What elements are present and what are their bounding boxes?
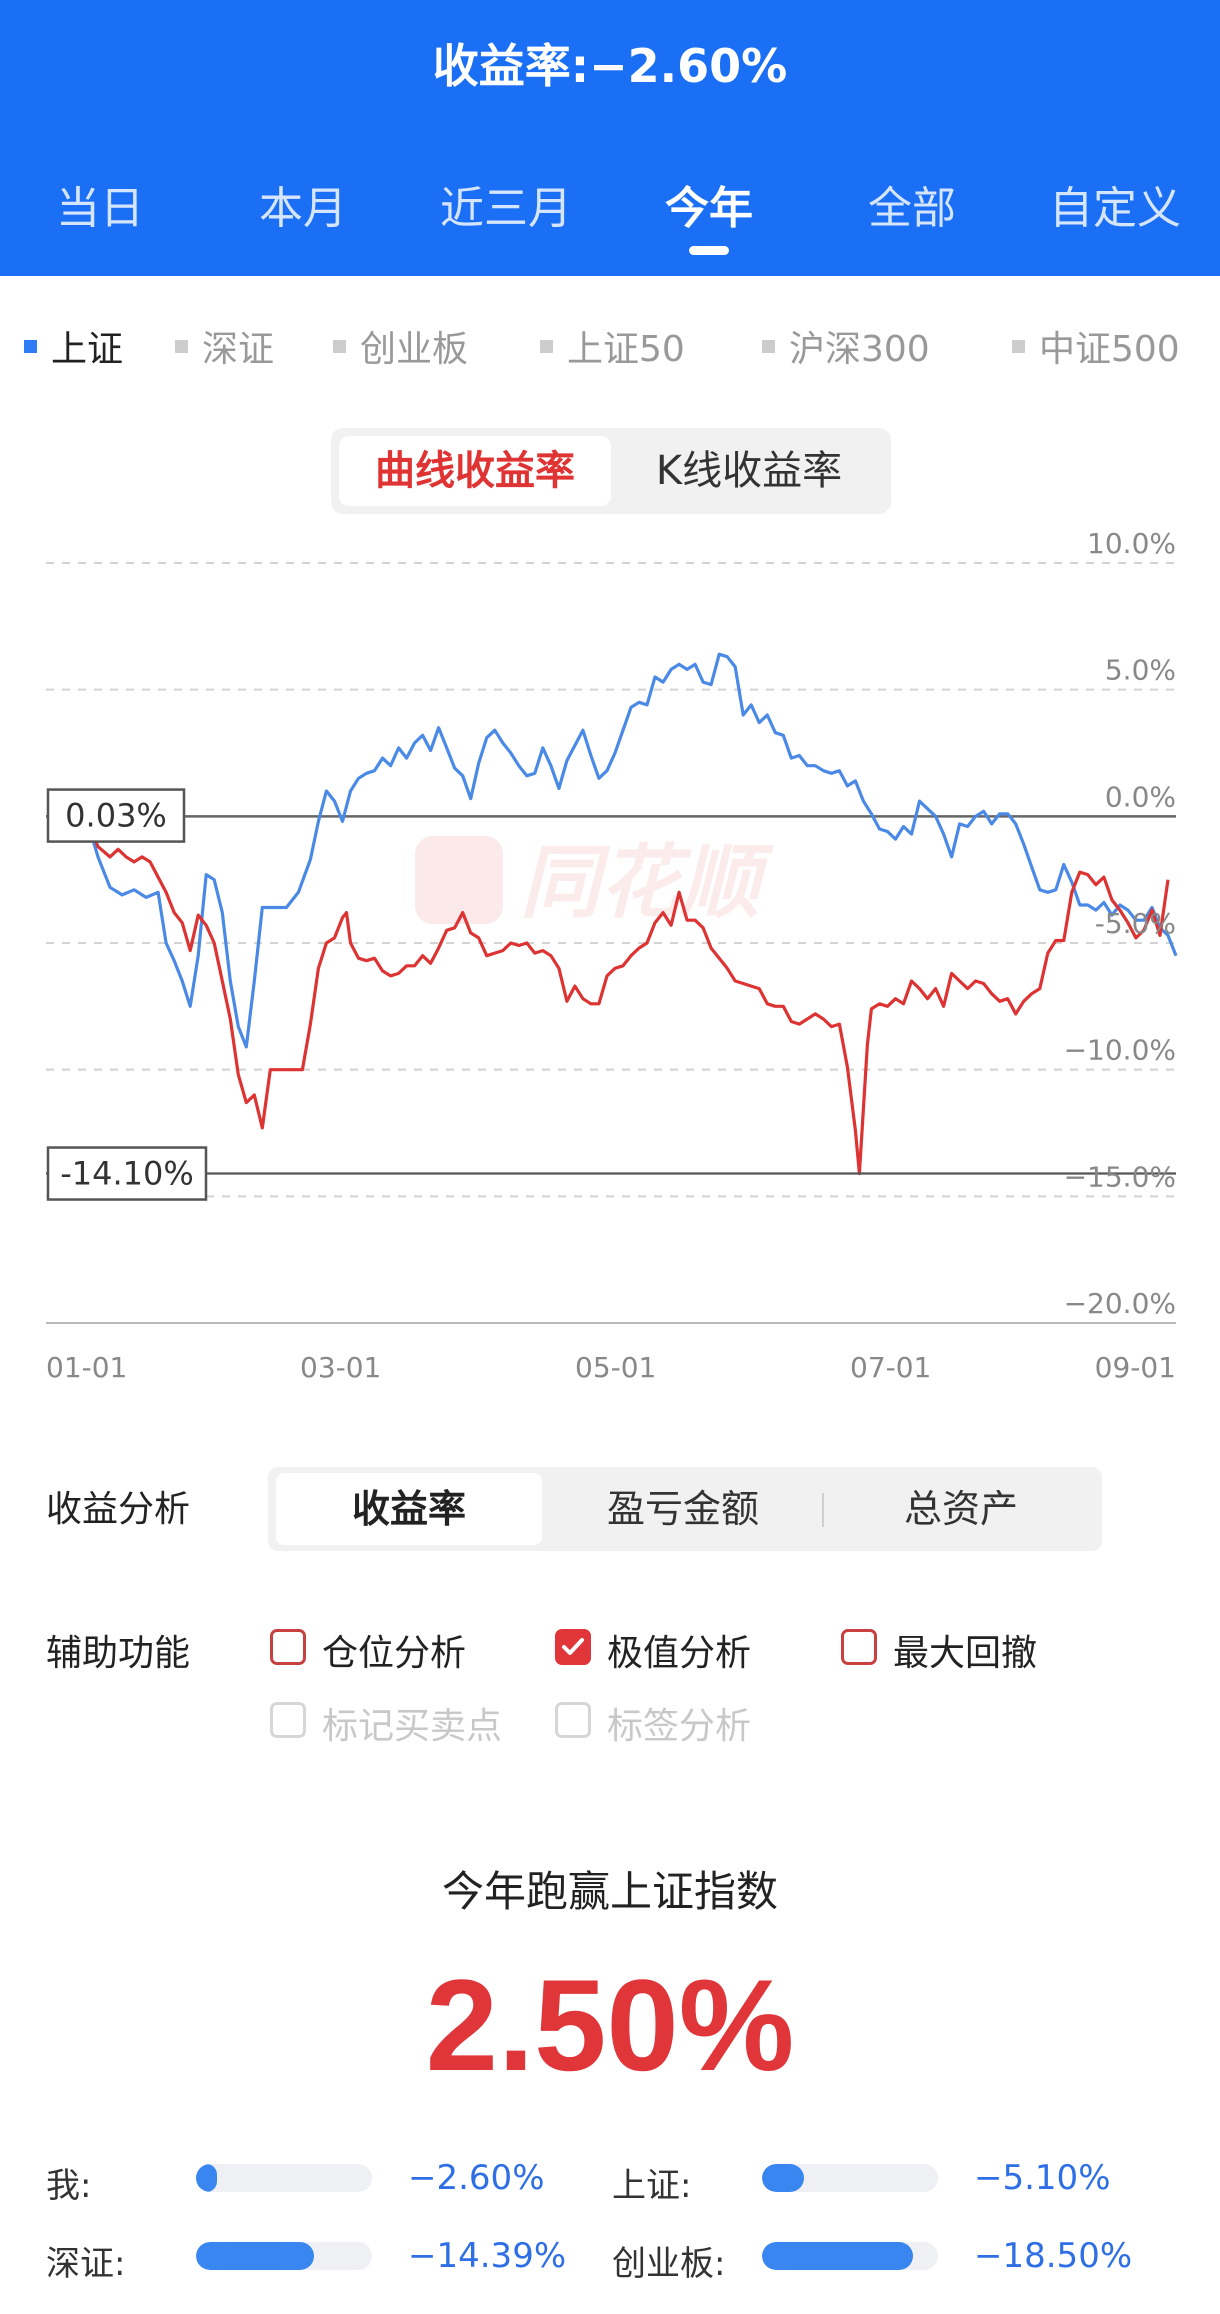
index-dot-icon <box>24 339 37 353</box>
compare-label-me: 我: <box>46 2166 92 2206</box>
analysis-pnl-button[interactable]: 盈亏金额 <box>606 1487 759 1531</box>
outperform-title: 今年跑赢上证指数 <box>441 1867 778 1916</box>
index-label: 创业板 <box>360 329 469 370</box>
index-sse50[interactable]: 上证50 <box>540 320 685 372</box>
index-chinext[interactable]: 创业板 <box>333 320 468 372</box>
analysis-segment: 收益率 盈亏金额 总资产 <box>268 1467 1102 1551</box>
compare-fill <box>196 2164 218 2192</box>
x-tick-label: 07-01 <box>850 1351 931 1384</box>
watermark-logo-icon <box>415 836 503 924</box>
x-tick-label: 01-01 <box>46 1351 127 1384</box>
index-label: 上证50 <box>567 329 685 370</box>
tag-analysis-label: 标签分析 <box>607 1706 752 1747</box>
return-chart: 同花顺 0.03% -14.10% 10.0% 5.0% 0.0% -5.0% −10.0… <box>46 530 1178 1384</box>
chart-lines <box>84 652 1178 1176</box>
compare-fill <box>196 2242 314 2270</box>
analysis-label: 收益分析 <box>46 1489 191 1530</box>
compare-value-me: −2.60% <box>408 2158 545 2198</box>
min-marker-box <box>46 1146 208 1201</box>
compare-bar-szse <box>196 2242 372 2270</box>
x-tick-label: 05-01 <box>575 1351 656 1384</box>
index-hs300[interactable]: 沪深300 <box>762 320 930 372</box>
tab-all[interactable]: 全部 <box>868 183 956 234</box>
compare-value-szse: −14.39% <box>408 2236 567 2276</box>
watermark: 同花顺 <box>415 836 774 929</box>
analysis-return-button[interactable]: 收益率 <box>276 1473 542 1545</box>
compare-label-sse: 上证: <box>612 2166 692 2206</box>
index-label: 深证 <box>202 329 275 370</box>
tab-three-months[interactable]: 近三月 <box>440 183 572 234</box>
return-rate-title: 收益率:−2.60% <box>432 39 788 93</box>
check-icon <box>562 1638 584 1655</box>
y-tick-label: 0.0% <box>1105 780 1176 813</box>
segment-divider <box>822 1493 824 1527</box>
curve-type-segment: 曲线收益率 K线收益率 <box>331 428 891 514</box>
extreme-markers: 0.03% -14.10% <box>46 788 1176 1201</box>
y-tick-label: −15.0% <box>1064 1160 1176 1193</box>
y-tick-label: -5.0% <box>1095 907 1176 940</box>
y-tick-label: −20.0% <box>1064 1287 1176 1320</box>
index-label: 沪深300 <box>789 329 930 370</box>
index-sse[interactable]: 上证 <box>24 320 123 372</box>
active-tab-indicator <box>689 246 729 255</box>
y-tick-label: −10.0% <box>1064 1034 1176 1067</box>
compare-fill <box>762 2242 914 2270</box>
index-szse[interactable]: 深证 <box>175 320 274 372</box>
max-marker-box <box>46 788 186 843</box>
x-axis: 01-01 03-01 05-01 07-01 09-01 <box>46 1351 1176 1384</box>
tab-custom[interactable]: 自定义 <box>1049 183 1181 234</box>
index-dot-icon <box>333 339 346 353</box>
y-tick-label: 5.0% <box>1105 654 1176 687</box>
x-tick-label: 09-01 <box>1095 1351 1176 1384</box>
max-marker-label: 0.03% <box>65 797 167 835</box>
index-dot-icon <box>540 339 553 353</box>
aux-label: 辅助功能 <box>46 1633 191 1674</box>
watermark-text: 同花顺 <box>520 836 774 929</box>
curve-return-button[interactable]: 曲线收益率 <box>339 436 611 506</box>
header-bar <box>0 0 1220 276</box>
analysis-assets-button[interactable]: 总资产 <box>903 1487 1018 1531</box>
extreme-analysis-label: 极值分析 <box>607 1633 752 1674</box>
index-label: 中证500 <box>1039 329 1180 370</box>
trade-points-label: 标记买卖点 <box>322 1706 503 1747</box>
trade-points-checkbox[interactable] <box>270 1702 306 1738</box>
tag-analysis-checkbox[interactable] <box>555 1702 591 1738</box>
tab-this-year[interactable]: 今年 <box>665 183 753 234</box>
series-line-1 <box>84 815 1170 1176</box>
min-marker-label: -14.10% <box>60 1155 194 1193</box>
kline-return-button[interactable]: K线收益率 <box>655 448 843 494</box>
index-label: 上证 <box>51 329 124 370</box>
compare-label-chinext: 创业板: <box>612 2244 726 2284</box>
max-drawdown-label: 最大回撤 <box>893 1633 1038 1674</box>
compare-bar-sse <box>762 2164 938 2192</box>
compare-label-szse: 深证: <box>46 2244 126 2284</box>
index-dot-icon <box>175 339 188 353</box>
x-tick-label: 03-01 <box>300 1351 381 1384</box>
index-csi500[interactable]: 中证500 <box>1012 320 1180 372</box>
y-axis: 10.0% 5.0% 0.0% -5.0% −10.0% −15.0% −20.0% <box>1064 530 1176 1320</box>
index-dot-icon <box>1012 339 1025 353</box>
max-drawdown-checkbox[interactable] <box>841 1629 877 1665</box>
compare-value-sse: −5.10% <box>974 2158 1111 2198</box>
position-analysis-checkbox[interactable] <box>270 1629 306 1665</box>
compare-bar-me <box>196 2164 372 2192</box>
y-tick-label: 10.0% <box>1087 530 1176 560</box>
tab-this-month[interactable]: 本月 <box>259 183 347 234</box>
tab-today[interactable]: 当日 <box>56 183 144 234</box>
compare-value-chinext: −18.50% <box>974 2236 1133 2276</box>
extreme-analysis-checkbox[interactable] <box>555 1629 591 1665</box>
series-line-0 <box>84 652 1178 1049</box>
index-dot-icon <box>762 339 775 353</box>
compare-bar-chinext <box>762 2242 938 2270</box>
compare-fill <box>762 2164 805 2192</box>
position-analysis-label: 仓位分析 <box>322 1633 467 1674</box>
outperform-value: 2.50% <box>425 1952 795 2098</box>
